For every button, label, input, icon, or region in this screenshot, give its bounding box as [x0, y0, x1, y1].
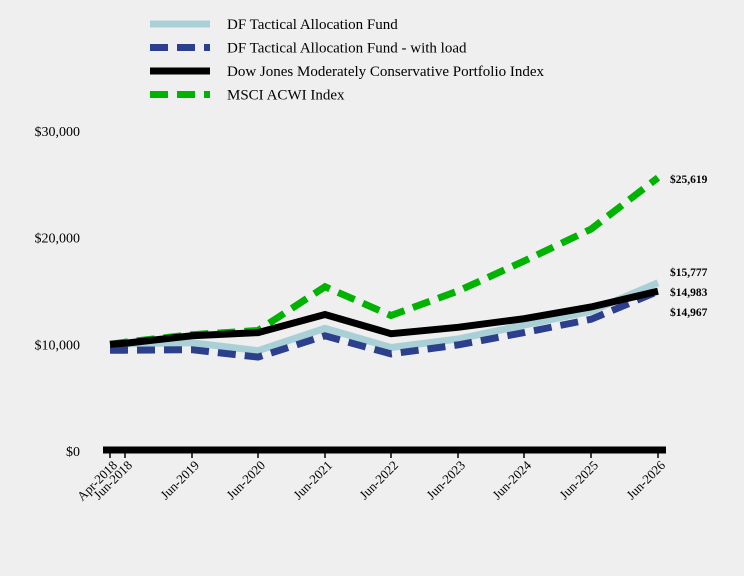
x-tick-label: Jun-2022 [356, 458, 401, 503]
end-labels: $15,777 $14,983 $14,967 $25,619 [670, 173, 708, 319]
legend-label: DF Tactical Allocation Fund - with load [227, 41, 467, 57]
y-axis: $0 $10,000 $20,000 $30,000 [35, 125, 81, 460]
x-tick-label: Jun-2025 [556, 458, 601, 503]
x-tick-label: Jun-2023 [423, 458, 468, 503]
x-tick-label: Jun-2026 [623, 457, 668, 502]
end-value-label: $25,619 [670, 173, 708, 186]
x-tick-label: Jun-2021 [290, 458, 335, 503]
legend-label: Dow Jones Moderately Conservative Portfo… [227, 64, 545, 80]
legend-label: MSCI ACWI Index [227, 88, 345, 104]
series-line-df-tactical-allocation-fund-with-load [110, 288, 660, 361]
x-tick-label: Jun-2020 [223, 458, 268, 503]
y-tick-label: $10,000 [35, 338, 81, 353]
x-tick-label: Jun-2024 [489, 457, 534, 502]
legend: DF Tactical Allocation Fund DF Tactical A… [150, 17, 545, 104]
series-line-df-tactical-allocation-fund [109, 279, 660, 355]
series-layer [109, 174, 661, 361]
end-value-label: $14,983 [670, 286, 708, 299]
x-tick-label: Jun-2019 [157, 458, 202, 503]
end-value-label: $14,967 [670, 306, 708, 319]
series-line-dow-jones-moderately-conservative-portfolio-index [109, 287, 659, 348]
end-value-label: $15,777 [670, 266, 708, 279]
y-tick-label: $30,000 [35, 125, 81, 140]
y-tick-label: $0 [66, 445, 80, 460]
legend-label: DF Tactical Allocation Fund [227, 17, 398, 33]
y-tick-label: $20,000 [35, 232, 81, 247]
